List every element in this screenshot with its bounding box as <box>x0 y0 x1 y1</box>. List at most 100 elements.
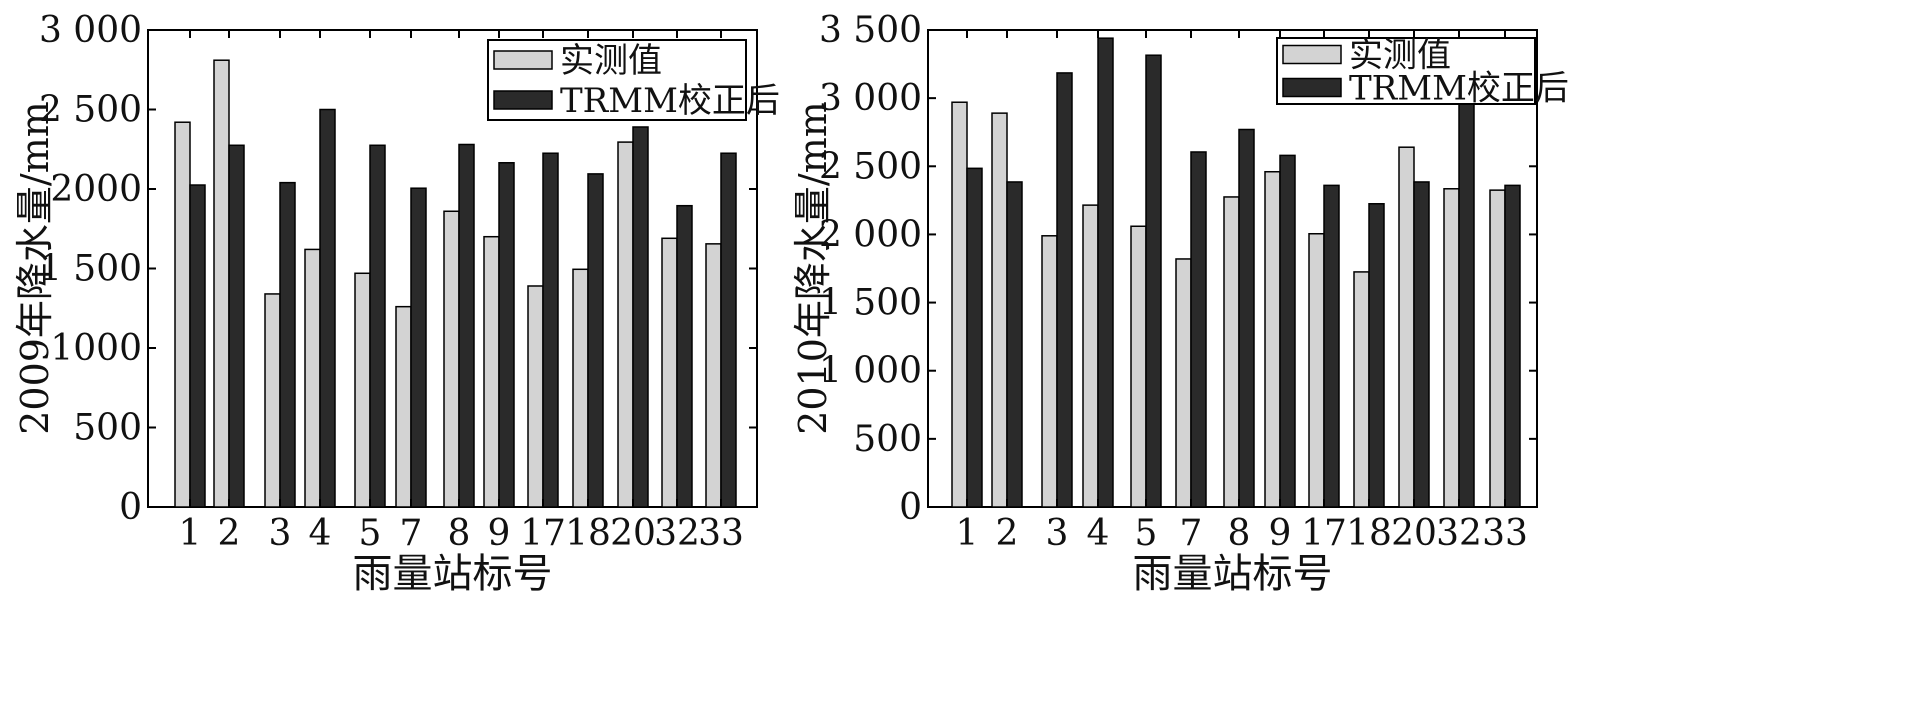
y-tick-label: 2 500 <box>39 90 142 131</box>
bar-measured-9 <box>1264 170 1281 508</box>
bar-trmm-4 <box>319 108 336 508</box>
bar-measured-7 <box>395 305 412 508</box>
bar-trmm-7 <box>410 187 427 508</box>
y-tick-label: 3 500 <box>819 10 922 51</box>
x-axis-label: 雨量站标号 <box>1133 551 1333 597</box>
bar-trmm-3 <box>1056 72 1073 508</box>
bar-measured-33 <box>705 243 722 508</box>
x-tick-label: 32 <box>654 513 700 554</box>
bar-measured-20 <box>1398 146 1415 508</box>
x-tick-label: 33 <box>698 513 744 554</box>
bar-trmm-1 <box>189 184 206 508</box>
bar-trmm-32 <box>1458 102 1475 508</box>
bar-measured-9 <box>483 235 500 508</box>
legend-label-2: TRMM校正后 <box>1349 69 1569 109</box>
bar-trmm-33 <box>720 152 737 508</box>
x-tick-label: 20 <box>610 513 656 554</box>
bar-trmm-17 <box>1323 184 1340 508</box>
y-tick-label: 0 <box>119 487 142 528</box>
legend-label-1: 实测值 <box>560 41 662 81</box>
bar-measured-32 <box>1443 188 1460 508</box>
x-tick-label: 4 <box>1087 513 1110 554</box>
legend-swatch-2 <box>1282 77 1342 98</box>
y-tick-label: 3 000 <box>819 78 922 119</box>
bar-measured-3 <box>1041 235 1058 508</box>
legend-label-1: 实测值 <box>1349 36 1451 76</box>
x-tick-label: 20 <box>1391 513 1437 554</box>
y-tick-label: 500 <box>853 419 922 460</box>
x-tick-label: 3 <box>269 513 292 554</box>
bar-trmm-33 <box>1504 184 1521 508</box>
x-tick-label: 1 <box>956 513 979 554</box>
x-tick-label: 3 <box>1046 513 1069 554</box>
y-tick-label: 2 500 <box>819 146 922 187</box>
bar-measured-5 <box>354 272 371 508</box>
y-tick-label: 2 000 <box>819 214 922 255</box>
y-tick-label: 2000 <box>50 169 142 210</box>
y-tick-label: 3 000 <box>39 10 142 51</box>
x-tick-label: 18 <box>565 513 611 554</box>
bar-trmm-5 <box>1145 54 1162 508</box>
bar-trmm-8 <box>1238 128 1255 508</box>
bar-trmm-20 <box>1413 181 1430 508</box>
legend-swatch-1 <box>1282 44 1342 65</box>
bar-measured-7 <box>1175 258 1192 508</box>
x-tick-label: 5 <box>1135 513 1158 554</box>
bar-measured-2 <box>213 59 230 508</box>
x-tick-label: 2 <box>996 513 1019 554</box>
x-tick-label: 9 <box>488 513 511 554</box>
y-axis-label: 2010年降水量/mm <box>791 101 835 435</box>
bar-trmm-2 <box>1006 181 1023 508</box>
legend-swatch-2 <box>493 90 553 110</box>
bar-measured-17 <box>527 285 544 508</box>
bar-measured-1 <box>174 121 191 508</box>
x-tick-label: 5 <box>359 513 382 554</box>
bar-trmm-4 <box>1097 37 1114 508</box>
bar-measured-1 <box>951 101 968 508</box>
y-tick-label: 500 <box>73 408 142 449</box>
legend-label-2: TRMM校正后 <box>560 81 780 121</box>
bar-trmm-17 <box>542 152 559 508</box>
x-tick-label: 18 <box>1346 513 1392 554</box>
x-axis-label: 雨量站标号 <box>353 551 553 597</box>
x-tick-label: 17 <box>1301 513 1347 554</box>
x-tick-label: 8 <box>448 513 471 554</box>
bar-trmm-32 <box>676 204 693 508</box>
x-tick-label: 7 <box>1180 513 1203 554</box>
bar-measured-4 <box>1082 204 1099 508</box>
bar-measured-8 <box>443 210 460 508</box>
bar-trmm-9 <box>498 162 515 508</box>
bar-measured-17 <box>1308 232 1325 508</box>
x-tick-label: 8 <box>1228 513 1251 554</box>
bar-trmm-5 <box>369 144 386 508</box>
bar-trmm-20 <box>632 126 649 508</box>
bar-measured-20 <box>617 141 634 508</box>
x-tick-label: 2 <box>218 513 241 554</box>
bar-measured-4 <box>304 248 321 508</box>
y-tick-label: 0 <box>899 487 922 528</box>
x-tick-label: 33 <box>1482 513 1528 554</box>
chart-panel-2: 0 500 1 000 1 500 2 000 2 500 3 000 3 500 1 2 3 4 5 7… <box>791 10 1569 597</box>
bar-trmm-18 <box>587 173 604 508</box>
bar-measured-3 <box>264 293 281 508</box>
y-tick-label: 1000 <box>50 328 142 369</box>
bar-measured-18 <box>572 268 589 508</box>
x-tick-label: 32 <box>1436 513 1482 554</box>
y-axis-label: 2009年降水量/mm <box>13 101 57 435</box>
bar-measured-8 <box>1223 196 1240 508</box>
bar-measured-5 <box>1130 225 1147 508</box>
bar-measured-32 <box>661 237 678 508</box>
bar-trmm-2 <box>228 144 245 508</box>
bar-trmm-1 <box>966 167 983 508</box>
x-tick-label: 1 <box>179 513 202 554</box>
y-tick-label: 1 500 <box>39 249 142 290</box>
bar-measured-18 <box>1353 271 1370 508</box>
bar-trmm-9 <box>1279 154 1296 508</box>
bar-trmm-8 <box>458 143 475 508</box>
bar-measured-33 <box>1489 189 1506 508</box>
y-tick-label: 1 000 <box>819 351 922 392</box>
